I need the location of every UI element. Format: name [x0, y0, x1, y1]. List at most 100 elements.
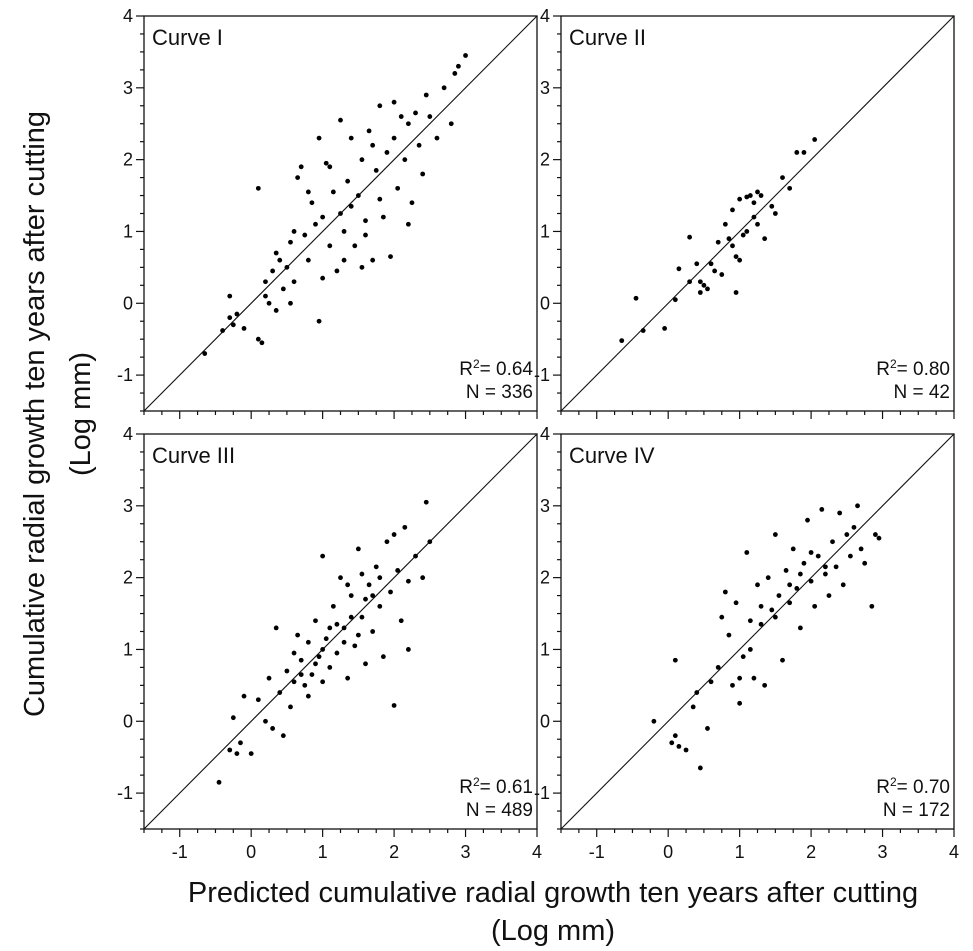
data-point — [847, 553, 853, 559]
data-point — [327, 243, 333, 249]
x-tick-label: 0 — [663, 842, 673, 862]
r-squared-label: R2= 0.64 — [459, 357, 533, 380]
y-tick-label: 1 — [540, 639, 550, 659]
data-point — [248, 751, 254, 756]
data-point — [633, 295, 639, 301]
data-point — [815, 553, 821, 559]
data-point — [708, 679, 714, 685]
data-point — [345, 675, 351, 681]
data-point — [305, 189, 311, 195]
data-point — [298, 164, 304, 170]
data-point — [298, 657, 304, 663]
data-point — [762, 236, 768, 242]
data-point — [305, 693, 311, 699]
data-point — [697, 765, 703, 771]
data-point — [694, 261, 700, 267]
data-point — [255, 336, 261, 342]
x-axis-unit: (Log mm) — [491, 915, 615, 947]
x-axis-title: Predicted cumulative radial growth ten y… — [188, 877, 918, 909]
r-squared-label: R2= 0.61 — [459, 775, 533, 798]
x-tick-label: 2 — [806, 842, 816, 862]
data-point — [672, 657, 678, 663]
data-point — [345, 582, 351, 588]
y-tick-label: 3 — [123, 496, 133, 516]
data-point — [334, 650, 340, 656]
one-to-one-line — [143, 433, 538, 830]
data-point — [794, 586, 800, 591]
data-point — [320, 214, 326, 220]
data-point — [819, 507, 825, 512]
y-tick-label: 4 — [123, 6, 133, 26]
data-point — [726, 632, 732, 638]
panel-3: -1 0 1 2 3 4 -1 0 1 2 3 4 Curve III R2= 0.61N = 489 — [117, 424, 542, 862]
data-point — [855, 503, 860, 509]
data-point — [327, 164, 333, 170]
data-point — [405, 647, 411, 652]
data-point — [263, 293, 268, 299]
data-point — [338, 575, 343, 581]
data-point — [640, 328, 646, 333]
data-point — [277, 690, 283, 695]
data-point — [323, 636, 329, 642]
n-label: N = 42 — [893, 382, 950, 403]
data-point — [758, 603, 764, 609]
y-tick-label: 4 — [540, 424, 550, 444]
data-point — [313, 221, 318, 227]
y-tick-label: -1 — [534, 783, 550, 803]
data-point — [712, 268, 718, 274]
one-to-one-line — [560, 15, 955, 412]
data-point — [227, 293, 233, 299]
data-point — [370, 629, 376, 634]
x-tick-label: 1 — [735, 842, 745, 862]
data-point — [772, 614, 778, 620]
data-point — [327, 625, 333, 631]
data-point — [284, 668, 290, 674]
data-point — [420, 575, 426, 581]
data-point — [263, 718, 268, 724]
y-tick-label: 0 — [540, 711, 550, 731]
data-point — [797, 571, 803, 577]
data-point — [662, 326, 668, 331]
data-point — [769, 607, 775, 613]
data-point — [352, 643, 358, 649]
data-point — [263, 279, 268, 285]
y-tick-label: 1 — [540, 221, 550, 241]
data-point — [355, 193, 361, 198]
data-point — [234, 751, 240, 756]
data-point — [341, 639, 347, 645]
data-point — [255, 185, 261, 191]
data-point — [259, 340, 265, 346]
data-point — [697, 279, 703, 285]
data-point — [288, 704, 293, 710]
data-point — [370, 142, 376, 148]
data-point — [840, 582, 846, 588]
data-point — [687, 279, 693, 285]
data-point — [334, 268, 340, 274]
data-point — [456, 63, 461, 69]
data-point — [413, 553, 418, 559]
data-point — [280, 733, 286, 739]
data-point — [737, 675, 743, 681]
data-point — [780, 657, 785, 663]
data-point — [733, 290, 739, 295]
data-point — [273, 250, 279, 256]
y-tick-label: 2 — [540, 150, 550, 170]
data-point — [413, 110, 418, 116]
data-point — [348, 135, 354, 141]
data-point — [391, 532, 397, 537]
data-point — [302, 682, 308, 688]
data-point — [758, 621, 764, 627]
data-point — [420, 171, 426, 177]
x-tick-label: -1 — [589, 842, 605, 862]
data-point — [309, 672, 315, 677]
data-point — [434, 135, 440, 141]
data-point — [227, 747, 233, 753]
data-point — [266, 675, 272, 681]
data-point — [320, 275, 326, 281]
data-point — [323, 160, 329, 166]
data-point — [697, 290, 703, 295]
y-tick-label: -1 — [117, 365, 133, 385]
data-point — [873, 532, 878, 537]
y-tick-label: 3 — [540, 78, 550, 98]
data-point — [366, 128, 372, 134]
